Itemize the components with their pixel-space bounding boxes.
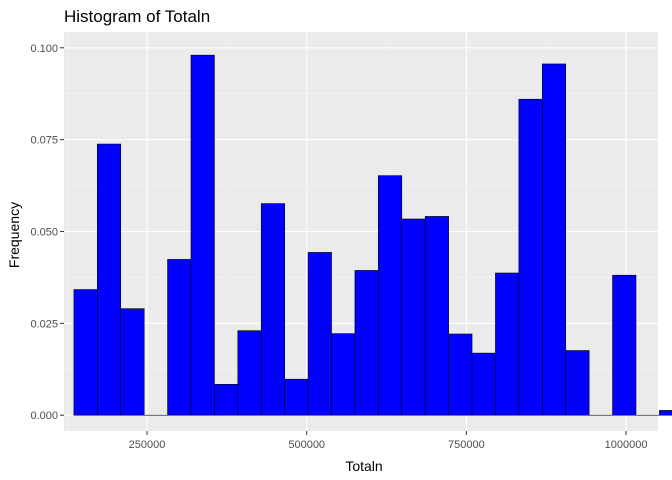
y-tick-label: 0.050 [30, 227, 58, 239]
histogram-bar [518, 98, 543, 416]
y-axis: 0.000 0.025 0.050 0.075 0.100 [30, 43, 64, 422]
x-tick-label: 1000000 [605, 439, 648, 451]
x-axis-title: Totaln [345, 458, 382, 474]
histogram-bar [73, 289, 98, 416]
histogram-bar [565, 350, 590, 416]
histogram-bar [190, 54, 215, 416]
x-tick-label: 500000 [288, 439, 325, 451]
x-tick-label: 250000 [129, 439, 166, 451]
histogram-bar [354, 270, 379, 416]
histogram-bar [284, 378, 309, 416]
histogram-bar [260, 203, 285, 416]
histogram-bar [378, 175, 403, 416]
histogram-bar [612, 274, 637, 416]
y-axis-title: Frequency [6, 202, 22, 268]
x-axis: 250000 500000 750000 1000000 [129, 431, 648, 451]
histogram-bar [120, 308, 145, 416]
histogram-bar [424, 216, 449, 416]
histogram-bar [659, 410, 672, 416]
histogram-bar [214, 384, 239, 416]
histogram-bar [237, 330, 262, 416]
histogram-bar [307, 252, 332, 416]
histogram-bar [471, 352, 496, 416]
histogram-bar [541, 63, 567, 416]
y-tick-label: 0.075 [30, 135, 58, 147]
histogram-bar [495, 272, 520, 416]
x-tick-label: 750000 [448, 439, 485, 451]
y-tick-label: 0.000 [30, 410, 58, 422]
chart-title: Histogram of Totaln [64, 7, 210, 26]
histogram-bar [448, 333, 473, 416]
y-tick-label: 0.100 [30, 43, 58, 55]
y-tick-label: 0.025 [30, 318, 58, 330]
histogram-bars [73, 54, 672, 416]
histogram-bar [401, 218, 426, 416]
histogram-bar [97, 143, 122, 416]
histogram-bar [331, 333, 356, 416]
histogram-bar [167, 259, 192, 416]
